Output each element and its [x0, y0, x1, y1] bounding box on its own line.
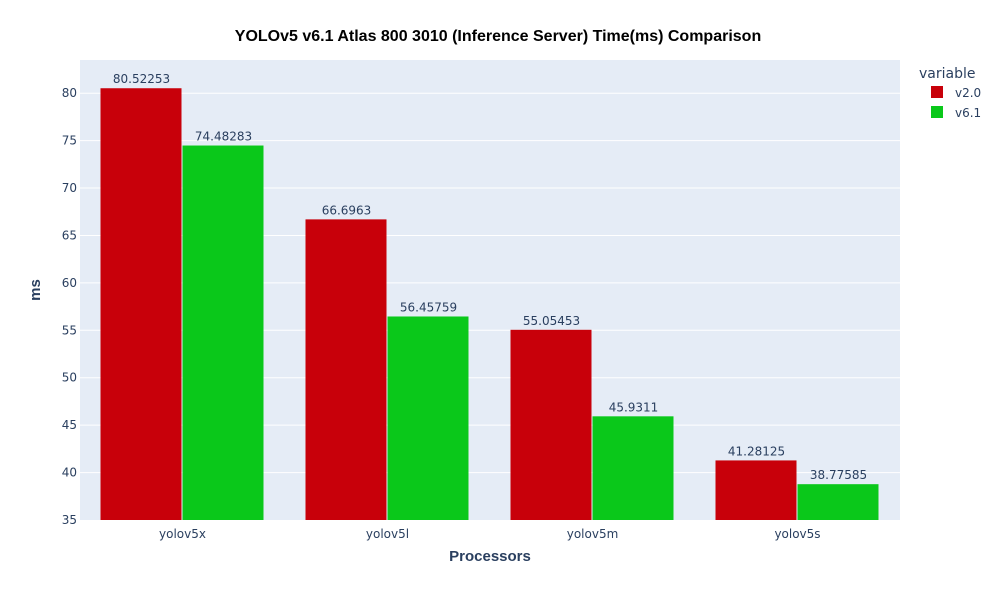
- x-tick-label: yolov5m: [567, 527, 619, 541]
- bar-yolov5l-v6-1[interactable]: [387, 316, 469, 520]
- y-tick-label: 35: [62, 513, 77, 527]
- bar-yolov5s-v2-0[interactable]: [715, 460, 797, 520]
- x-axis-title: Processors: [449, 548, 531, 565]
- y-tick-label: 65: [62, 228, 77, 242]
- bar-yolov5x-v6-1[interactable]: [182, 145, 264, 520]
- bar-value-label: 45.9311: [609, 400, 659, 414]
- bar-yolov5m-v6-1[interactable]: [592, 416, 674, 520]
- y-tick-label: 60: [62, 276, 77, 290]
- legend: variable v2.0 v6.1: [919, 66, 981, 120]
- bar-value-label: 38.77585: [810, 468, 867, 482]
- y-axis-title: ms: [27, 279, 44, 301]
- bar-yolov5m-v2-0[interactable]: [510, 329, 592, 520]
- x-tick-label: yolov5x: [159, 527, 206, 541]
- x-tick-label: yolov5s: [774, 527, 820, 541]
- bars: [100, 88, 879, 520]
- x-tick-label: yolov5l: [366, 527, 409, 541]
- bar-yolov5l-v2-0[interactable]: [305, 219, 387, 520]
- legend-label: v6.1: [955, 106, 981, 120]
- x-axis-ticks: yolov5x yolov5l yolov5m yolov5s: [159, 527, 821, 541]
- bar-value-label: 41.28125: [728, 444, 785, 458]
- chart-title: YOLOv5 v6.1 Atlas 800 3010 (Inference Se…: [235, 28, 761, 45]
- legend-title: variable: [919, 66, 975, 82]
- bar-labels: 80.52253 74.48283 66.6963 56.45759 55.05453 4…: [113, 72, 867, 482]
- y-tick-label: 45: [62, 418, 77, 432]
- y-axis-ticks: 35 40 45 50 55 60 65 70 75 80: [62, 86, 77, 527]
- legend-swatch: [931, 106, 943, 118]
- bar-value-label: 56.45759: [400, 300, 457, 314]
- bar-value-label: 66.6963: [322, 203, 372, 217]
- bar-yolov5s-v6-1[interactable]: [797, 484, 879, 520]
- y-tick-label: 40: [62, 466, 77, 480]
- legend-swatch: [931, 86, 943, 98]
- bar-value-label: 80.52253: [113, 72, 170, 86]
- y-tick-label: 55: [62, 323, 77, 337]
- legend-item-v2-0[interactable]: v2.0: [931, 86, 981, 100]
- y-tick-label: 75: [62, 134, 77, 148]
- y-tick-label: 80: [62, 86, 77, 100]
- y-tick-label: 50: [62, 371, 77, 385]
- bar-yolov5x-v2-0[interactable]: [100, 88, 182, 520]
- legend-label: v2.0: [955, 86, 981, 100]
- bar-value-label: 55.05453: [523, 314, 580, 328]
- bar-value-label: 74.48283: [195, 130, 252, 144]
- y-tick-label: 70: [62, 181, 77, 195]
- legend-item-v6-1[interactable]: v6.1: [931, 106, 981, 120]
